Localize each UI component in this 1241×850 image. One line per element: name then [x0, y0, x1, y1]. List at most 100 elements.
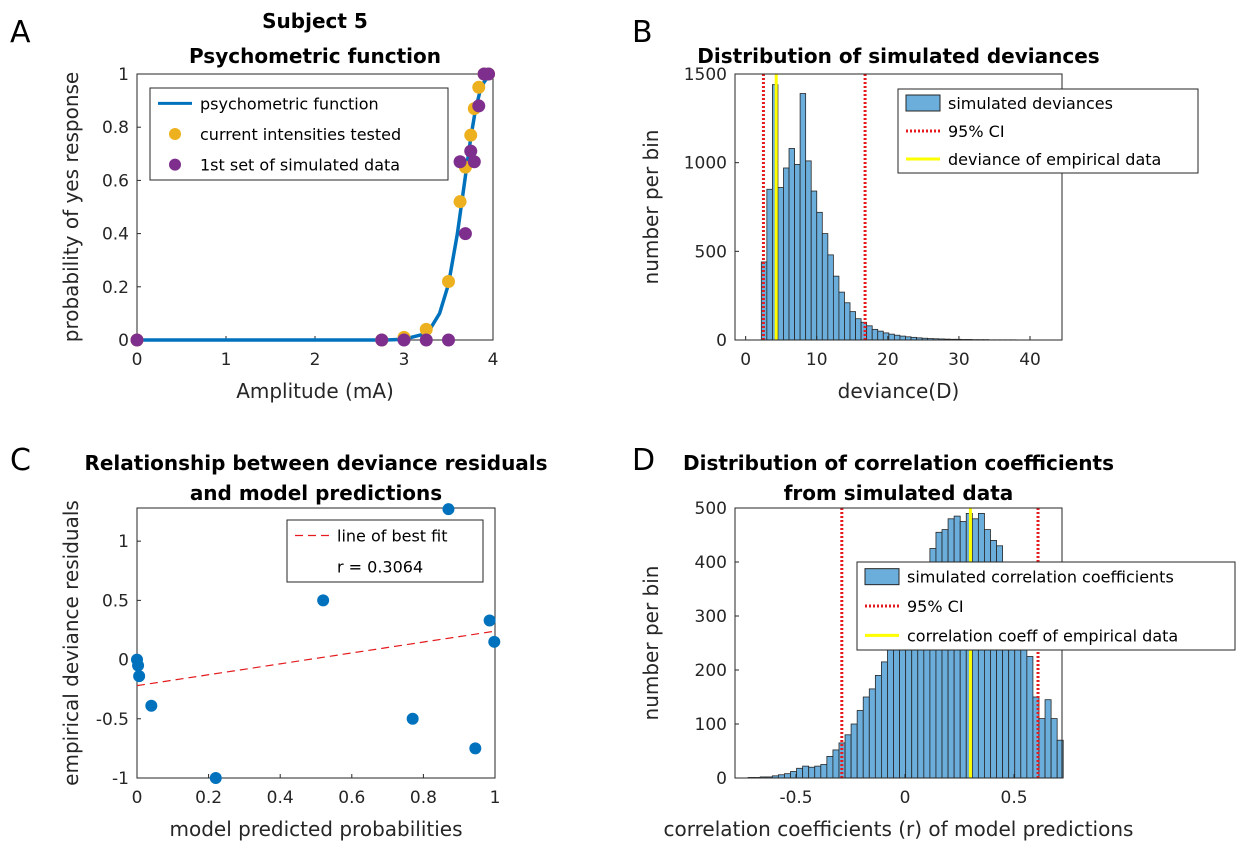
panel-c-ytick-label: 0	[118, 651, 129, 671]
panel-a-tested-point	[419, 322, 433, 336]
panel-b-histogram-bar	[877, 330, 884, 341]
panel-b-xlabel: deviance(D)	[838, 379, 960, 403]
panel-c-ytick-label: -0.5	[96, 710, 129, 730]
panel-d-histogram-bar	[820, 764, 828, 779]
panel-b-histogram-bar	[760, 261, 768, 341]
panel-b-histogram-bar	[821, 233, 829, 341]
panel-d-legend-label: simulated correlation coefficients	[907, 568, 1174, 587]
panel-a-title-line: Psychometric function	[189, 44, 441, 68]
panel-c-legend-label: r = 0.3064	[337, 558, 423, 577]
panel-a-xtick-label: 0	[132, 350, 143, 370]
panel-d-histogram-bar	[1026, 656, 1034, 779]
panel-a-legend-label: 1st set of simulated data	[200, 156, 400, 175]
panel-a-ylabel: probability of yes response	[59, 72, 83, 342]
panel-c-residual-point	[317, 594, 330, 607]
panel-c-residual-point	[145, 699, 158, 712]
panel-a-tested-point	[464, 128, 478, 142]
panel-a-legend-swatch	[169, 158, 181, 171]
panel-d-histogram-bar	[814, 765, 822, 779]
panel-d-ytick-label: 0	[716, 769, 727, 789]
panel-c-xtick-label: 0.8	[410, 788, 437, 808]
panel-a-simulated-point	[442, 333, 455, 347]
panel-b-histogram-bar	[844, 302, 851, 341]
panel-c-fit-line	[136, 630, 496, 687]
panel-a-simulated-point	[375, 333, 389, 347]
panel-c-ytick-label: 1	[118, 532, 129, 552]
panel-b-histogram-bar	[783, 167, 790, 341]
panel-d-histogram-bar	[808, 766, 816, 779]
panel-d-ytick-label: 400	[695, 553, 727, 573]
panel-c-legend-label: line of best fit	[337, 527, 448, 546]
panel-d-histogram-bar	[856, 710, 864, 779]
panel-b-histogram-bar	[794, 164, 801, 341]
panel-d-histogram-bar	[850, 723, 858, 779]
panel-b-histogram-bar	[827, 254, 834, 341]
panel-d-legend-swatch	[864, 568, 900, 586]
panel-d-ytick-label: 200	[695, 661, 727, 681]
panel-d-ytick-label: 100	[695, 715, 727, 735]
panel-b-xtick-label: 10	[806, 350, 828, 370]
panel-b-histogram-bar	[805, 160, 812, 341]
panel-d-histogram-bar	[1044, 699, 1052, 779]
panel-a-ytick-label: 0.2	[102, 278, 129, 298]
panel-c-residual-point	[406, 712, 419, 725]
panel-a-simulated-point	[397, 333, 411, 347]
panel-b-histogram-bar	[810, 190, 818, 341]
panel-c-legend-box	[286, 519, 484, 583]
panel-letter-a: A	[10, 15, 31, 50]
panel-d-xtick-label: 0.5	[1001, 788, 1028, 808]
panel-d-histogram-bar	[881, 661, 888, 779]
panel-b-histogram-bar	[855, 318, 862, 341]
panel-b-legend-label: simulated deviances	[948, 94, 1113, 113]
panel-d-ytick-label: 300	[695, 607, 727, 627]
panel-c-residual-point	[488, 635, 501, 648]
panel-b-axes-box	[734, 73, 1063, 341]
panel-a-tested-point	[442, 274, 455, 288]
panel-b-histogram-bar	[871, 328, 879, 341]
panel-d-histogram-bar	[862, 696, 870, 779]
panel-c-title-line: and model predictions	[190, 481, 442, 505]
panel-d: -0.5 0 0.5 0 100 200 300 400 500 Distribution of …	[639, 451, 1236, 841]
panel-d-xtick-label: 0	[900, 788, 911, 808]
panel-b-legend-label: 95% CI	[948, 122, 1005, 141]
panel-d-histogram-bar	[784, 773, 791, 779]
panel-a-tested-point	[453, 195, 467, 209]
panel-b-ytick-label: 1000	[684, 154, 727, 174]
panel-letter-d: D	[632, 443, 655, 478]
panel-d-histogram-bar	[844, 734, 852, 779]
panel-d-xtick-label: -0.5	[779, 788, 812, 808]
panel-a-ytick-label: 1	[118, 65, 129, 85]
panel-d-histogram-bar	[893, 629, 900, 779]
panel-d-ylabel: number per bin	[639, 566, 663, 721]
panel-a: 0 1 2 3 4 0 0.2 0.4 0.6 0.8 1 Subject 5 Psychometric…	[59, 9, 498, 403]
panel-a-simulated-point	[472, 99, 486, 113]
panel-a-simulated-point	[453, 155, 467, 169]
panel-a-ytick-label: 0.8	[102, 118, 129, 138]
panel-d-xlabel: correlation coefficients (r) of model pr…	[664, 817, 1134, 841]
panel-d-legend-label: 95% CI	[907, 597, 964, 616]
panel-a-simulated-point	[458, 227, 472, 241]
panel-b-xtick-label: 0	[740, 350, 751, 370]
panel-b-xtick-label: 40	[1019, 350, 1041, 370]
panel-a-simulated-point	[464, 144, 478, 158]
panel-a-simulated-point	[467, 155, 481, 169]
panel-d-histogram-bar	[887, 642, 894, 779]
panel-d-legend-box	[856, 561, 1236, 651]
panel-b-histogram-bar	[816, 211, 823, 341]
panel-a-xlabel: Amplitude (mA)	[236, 379, 394, 403]
panel-b-histogram-bar	[788, 148, 795, 341]
panel-a-title-line: Subject 5	[262, 9, 368, 33]
panel-d-title-line: from simulated data	[784, 481, 1014, 505]
panel-a-xtick-label: 4	[488, 350, 499, 370]
panel-b-histogram-bar	[832, 275, 840, 341]
panel-b-ytick-label: 500	[695, 242, 727, 262]
panel-c-residual-point	[469, 742, 482, 755]
panel-c-residual-point	[209, 772, 222, 784]
panel-c: 0 0.2 0.4 0.6 0.8 1 -1 -0.5 0 0.5 1 Relationship be…	[59, 451, 548, 841]
panel-a-ytick-label: 0.4	[102, 225, 129, 245]
panel-a-simulated-point	[130, 333, 144, 347]
panel-b-title-line: Distribution of simulated deviances	[697, 44, 1099, 68]
panel-c-ytick-label: -1	[112, 769, 129, 789]
panel-c-xlabel: model predicted probabilities	[169, 817, 462, 841]
